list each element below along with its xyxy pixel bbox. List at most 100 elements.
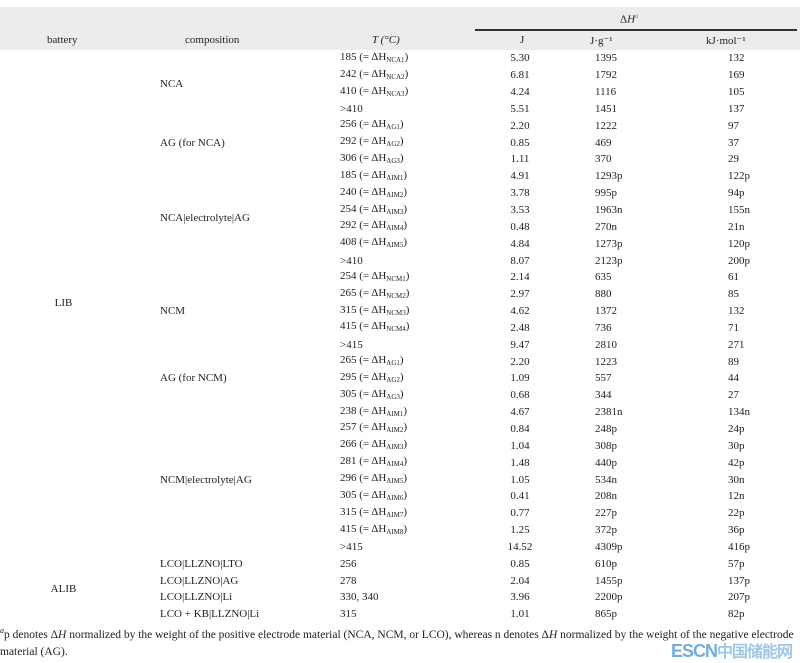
table-row: 295 (= ΔHAG2) 1.09 557 44 [0,370,800,387]
t-suffix: ) [403,219,408,232]
t-value: 315 (= ΔH [340,303,387,316]
t-suffix: ) [399,354,404,367]
table-row: 266 (= ΔHAIM3) 1.04 308p 30p [0,437,800,454]
temperature-cell: 315 [340,608,357,621]
kjmol-cell: 82p [728,608,745,621]
t-suffix: ) [405,303,410,316]
table-row: 292 (= ΔHAIM4) 0.48 270n 21n [0,218,800,235]
temperature-cell: 296 (= ΔHAIM5) [340,471,490,488]
t-value: 254 (= ΔH [340,269,387,282]
jg-cell: 1116 [595,86,617,99]
kjmol-cell: 36p [728,524,745,537]
jg-cell: 270n [595,220,617,233]
t-value: 305 (= ΔH [340,488,387,501]
j-cell: 1.48 [510,456,530,469]
watermark-logo: ESCN中国储能网 [671,641,793,663]
t-subscript: AG2 [386,375,400,384]
temperature-cell: 265 (= ΔHNCM2) [340,286,490,303]
kjmol-cell: 44 [728,372,739,385]
t-suffix: ) [403,472,408,485]
kjmol-cell: 30n [728,473,745,486]
t-subscript: AG3 [386,156,400,165]
t-suffix: ) [403,421,408,434]
temperature-cell: 292 (= ΔHAG2) [340,134,490,151]
temperature-cell: 415 (= ΔHAIM8) [340,522,490,539]
composition-cell: NCA [160,77,184,90]
kjmol-cell: 134n [728,406,750,419]
jg-cell: 308p [595,439,617,452]
t-suffix: ) [403,488,408,501]
t-value: 295 (= ΔH [340,370,387,383]
table-row: AG (for NCA) 256 (= ΔHAG1) 2.20 1222 97 [0,117,800,148]
kjmol-cell: 416p [728,540,750,553]
j-cell: 0.41 [510,490,530,503]
jg-cell: 1273p [595,237,623,250]
table-row: NCM 254 (= ΔHNCM1) 2.14 635 61 [0,269,800,317]
table-row: LCO|LLZNO|AG 278 2.04 1455p 137p [0,572,800,589]
kjmol-cell: 61 [728,271,739,284]
t-subscript: NCM4 [386,325,406,334]
jg-cell: 865p [595,608,617,621]
jg-cell: 1293p [595,170,623,183]
kjmol-cell: 89 [728,355,739,368]
battery-cell: ALIB [50,583,77,595]
t-subscript: NCM3 [386,308,406,317]
data-table: LIB NCA 185 (= ΔHNCA1) 5.30 1395 132 242 (= ΔH… [0,50,800,623]
j-cell: 2.20 [510,355,530,368]
t-suffix: ) [399,387,404,400]
jg-cell: 1451 [595,102,617,115]
t-subscript: AG2 [386,140,400,149]
t-value: 265 (= ΔH [340,286,387,299]
t-suffix: ) [403,404,408,417]
jg-cell: 880 [595,288,612,301]
t-value: 306 (= ΔH [340,151,387,164]
temperature-cell: 410 (= ΔHNCA3) [340,84,490,101]
j-cell: 0.85 [510,136,530,149]
table-row: LCO|LLZNO|Li 330, 340 3.96 2200p 207p [0,589,800,606]
kjmol-cell: 22p [728,507,745,520]
header-kjmol: kJ·mol⁻¹ [706,35,746,47]
table-row: LIB NCA 185 (= ΔHNCA1) 5.30 1395 132 [0,50,800,309]
watermark-cjk: 中国储能网 [716,644,793,661]
j-cell: 0.68 [510,389,530,402]
j-cell: 1.04 [510,439,530,452]
t-suffix: ) [404,50,409,63]
t-subscript: NCA2 [386,72,405,81]
t-subscript: NCM1 [386,274,406,283]
temperature-cell: 185 (= ΔHAIM1) [340,168,490,185]
temperature-cell: 256 [340,557,357,570]
t-suffix: ) [399,135,404,148]
j-cell: 2.04 [510,574,530,587]
jg-cell: 208n [595,490,617,503]
footnote: ap denotes ΔH normalized by the weight o… [0,622,795,661]
j-cell: 1.25 [510,524,530,537]
t-subscript: AIM1 [386,173,404,182]
temperature-cell: 254 (= ΔHNCM1) [340,269,490,286]
table-row: 265 (= ΔHNCM2) 2.97 880 85 [0,286,800,303]
kjmol-cell: 97 [728,119,739,132]
header-dh-note: a [635,12,639,20]
composition-cell: LCO|LLZNO|AG [160,574,239,587]
t-subscript: AIM6 [386,493,404,502]
t-suffix: ) [405,269,410,282]
t-value: 408 (= ΔH [340,236,387,249]
jg-cell: 1455p [595,574,623,587]
jg-cell: 635 [595,271,612,284]
t-suffix: ) [405,286,410,299]
composition-cell: AG (for NCM) [160,372,227,385]
t-value: 240 (= ΔH [340,185,387,198]
header-battery: battery [47,34,78,46]
t-subscript: AIM3 [386,443,404,452]
temperature-cell: 257 (= ΔHAIM2) [340,421,490,438]
kjmol-cell: 155n [728,204,750,217]
t-value: 266 (= ΔH [340,438,387,451]
jg-cell: 248p [595,422,617,435]
jg-cell: 227p [595,507,617,520]
temperature-cell: 266 (= ΔHAIM3) [340,437,490,454]
temperature-cell: 185 (= ΔHNCA1) [340,50,490,67]
jg-cell: 1792 [595,69,617,82]
jg-cell: 995p [595,187,617,200]
table-row: 281 (= ΔHAIM4) 1.48 440p 42p [0,454,800,471]
jg-cell: 2123p [595,254,623,267]
t-suffix: ) [403,236,408,249]
